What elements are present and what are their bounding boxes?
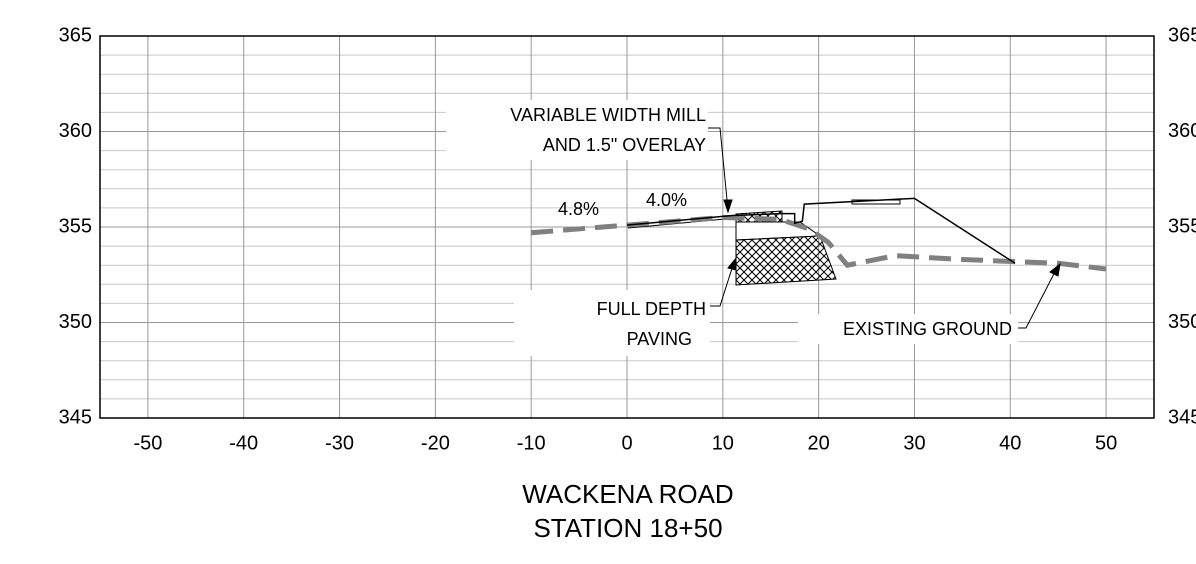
y2-tick-label: 355	[1168, 215, 1196, 237]
annotation: 4.8%	[558, 199, 599, 219]
x-tick-label: 10	[712, 432, 734, 454]
y-tick-label: 345	[59, 406, 92, 428]
x-tick-label: 40	[999, 432, 1021, 454]
label-bg	[514, 290, 710, 356]
x-tick-label: -20	[421, 432, 450, 454]
x-tick-label: 0	[621, 432, 632, 454]
annotation: PAVING	[627, 329, 692, 349]
lines	[530, 197, 1107, 272]
series-line	[626, 197, 1016, 264]
x-tick-label: -10	[517, 432, 546, 454]
x-tick-label: -30	[325, 432, 354, 454]
grid	[100, 35, 1154, 419]
label-bg	[446, 100, 708, 160]
x-tick-label: 30	[903, 432, 925, 454]
chart-title: WACKENA ROAD	[522, 479, 733, 509]
x-tick-label: 50	[1095, 432, 1117, 454]
y2-tick-label: 360	[1168, 120, 1196, 142]
annotation: 4.0%	[646, 190, 687, 210]
plot-frame	[99, 35, 1155, 419]
y2-tick-label: 365	[1168, 24, 1196, 46]
x-tick-label: -40	[229, 432, 258, 454]
annotation: VARIABLE WIDTH MILL	[510, 105, 706, 125]
chart-subtitle: STATION 18+50	[533, 513, 722, 543]
y-tick-label: 365	[59, 24, 92, 46]
y2-tick-label: 350	[1168, 311, 1196, 333]
annotation: EXISTING GROUND	[843, 319, 1012, 339]
pavement	[627, 199, 901, 286]
x-tick-label: -50	[133, 432, 162, 454]
y-tick-label: 360	[59, 120, 92, 142]
x-tick-label: 20	[808, 432, 830, 454]
annotation: FULL DEPTH	[597, 299, 706, 319]
annotation: AND 1.5" OVERLAY	[543, 135, 706, 155]
y2-tick-label: 345	[1168, 406, 1196, 428]
y-tick-label: 350	[59, 311, 92, 333]
y-tick-label: 355	[59, 215, 92, 237]
label-bg	[798, 314, 1018, 344]
leaders	[706, 127, 1061, 329]
